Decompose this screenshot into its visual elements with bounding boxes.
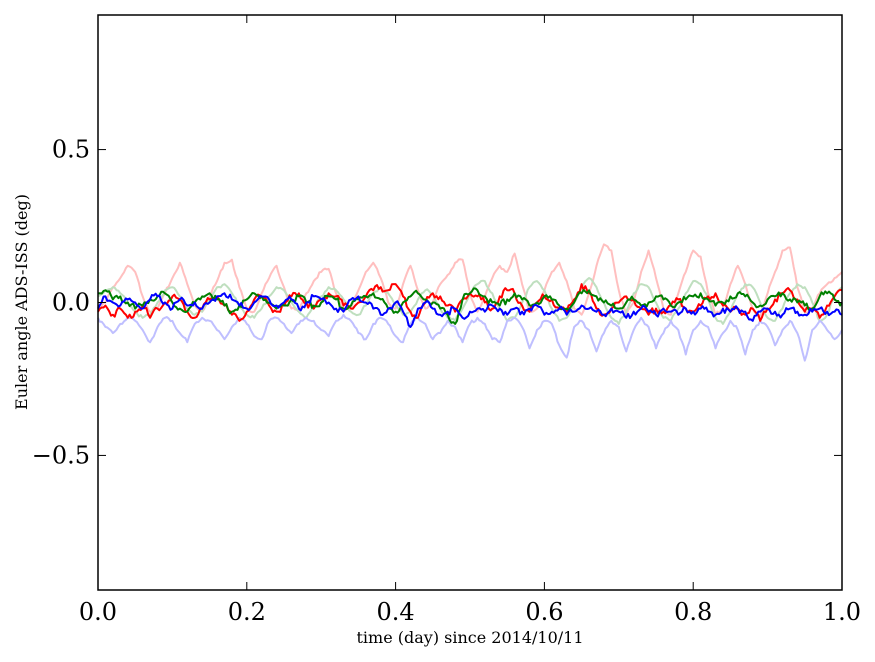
tick-layer: 0.0 0.2 0.4 0.6 0.8 1.0 −0.5 0.0 0.5 bbox=[32, 15, 861, 626]
x-tick-label: 0.8 bbox=[674, 598, 712, 626]
y-tick-label: −0.5 bbox=[32, 441, 90, 469]
x-axis-label: time (day) since 2014/10/11 bbox=[356, 628, 583, 647]
x-tick-label: 0.0 bbox=[79, 598, 117, 626]
x-tick-label: 0.6 bbox=[525, 598, 563, 626]
y-tick-label: 0.5 bbox=[52, 136, 90, 164]
x-tick-label: 0.2 bbox=[228, 598, 266, 626]
series-line-light-red bbox=[97, 243, 843, 319]
series-layer bbox=[97, 243, 843, 362]
series-line-light-blue bbox=[97, 313, 843, 362]
series-line-green bbox=[97, 287, 843, 325]
series-line-blue bbox=[97, 292, 843, 328]
x-tick-label: 0.4 bbox=[377, 598, 415, 626]
x-tick-label: 1.0 bbox=[823, 598, 861, 626]
y-axis-label: Euler angle ADS-ISS (deg) bbox=[12, 194, 31, 410]
y-tick-label: 0.0 bbox=[52, 289, 90, 317]
